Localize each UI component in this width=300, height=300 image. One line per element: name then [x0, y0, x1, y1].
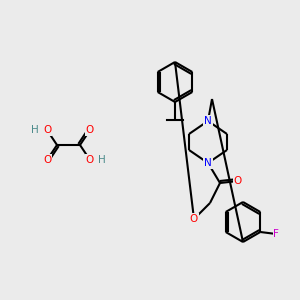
Text: O: O [190, 214, 198, 224]
Text: O: O [43, 155, 51, 165]
Text: O: O [234, 176, 242, 186]
Text: O: O [86, 125, 94, 135]
Text: O: O [86, 155, 94, 165]
Text: H: H [98, 155, 106, 165]
Text: F: F [273, 229, 279, 239]
Text: N: N [204, 116, 212, 126]
Text: O: O [43, 125, 51, 135]
Text: N: N [204, 158, 212, 168]
Text: H: H [31, 125, 39, 135]
